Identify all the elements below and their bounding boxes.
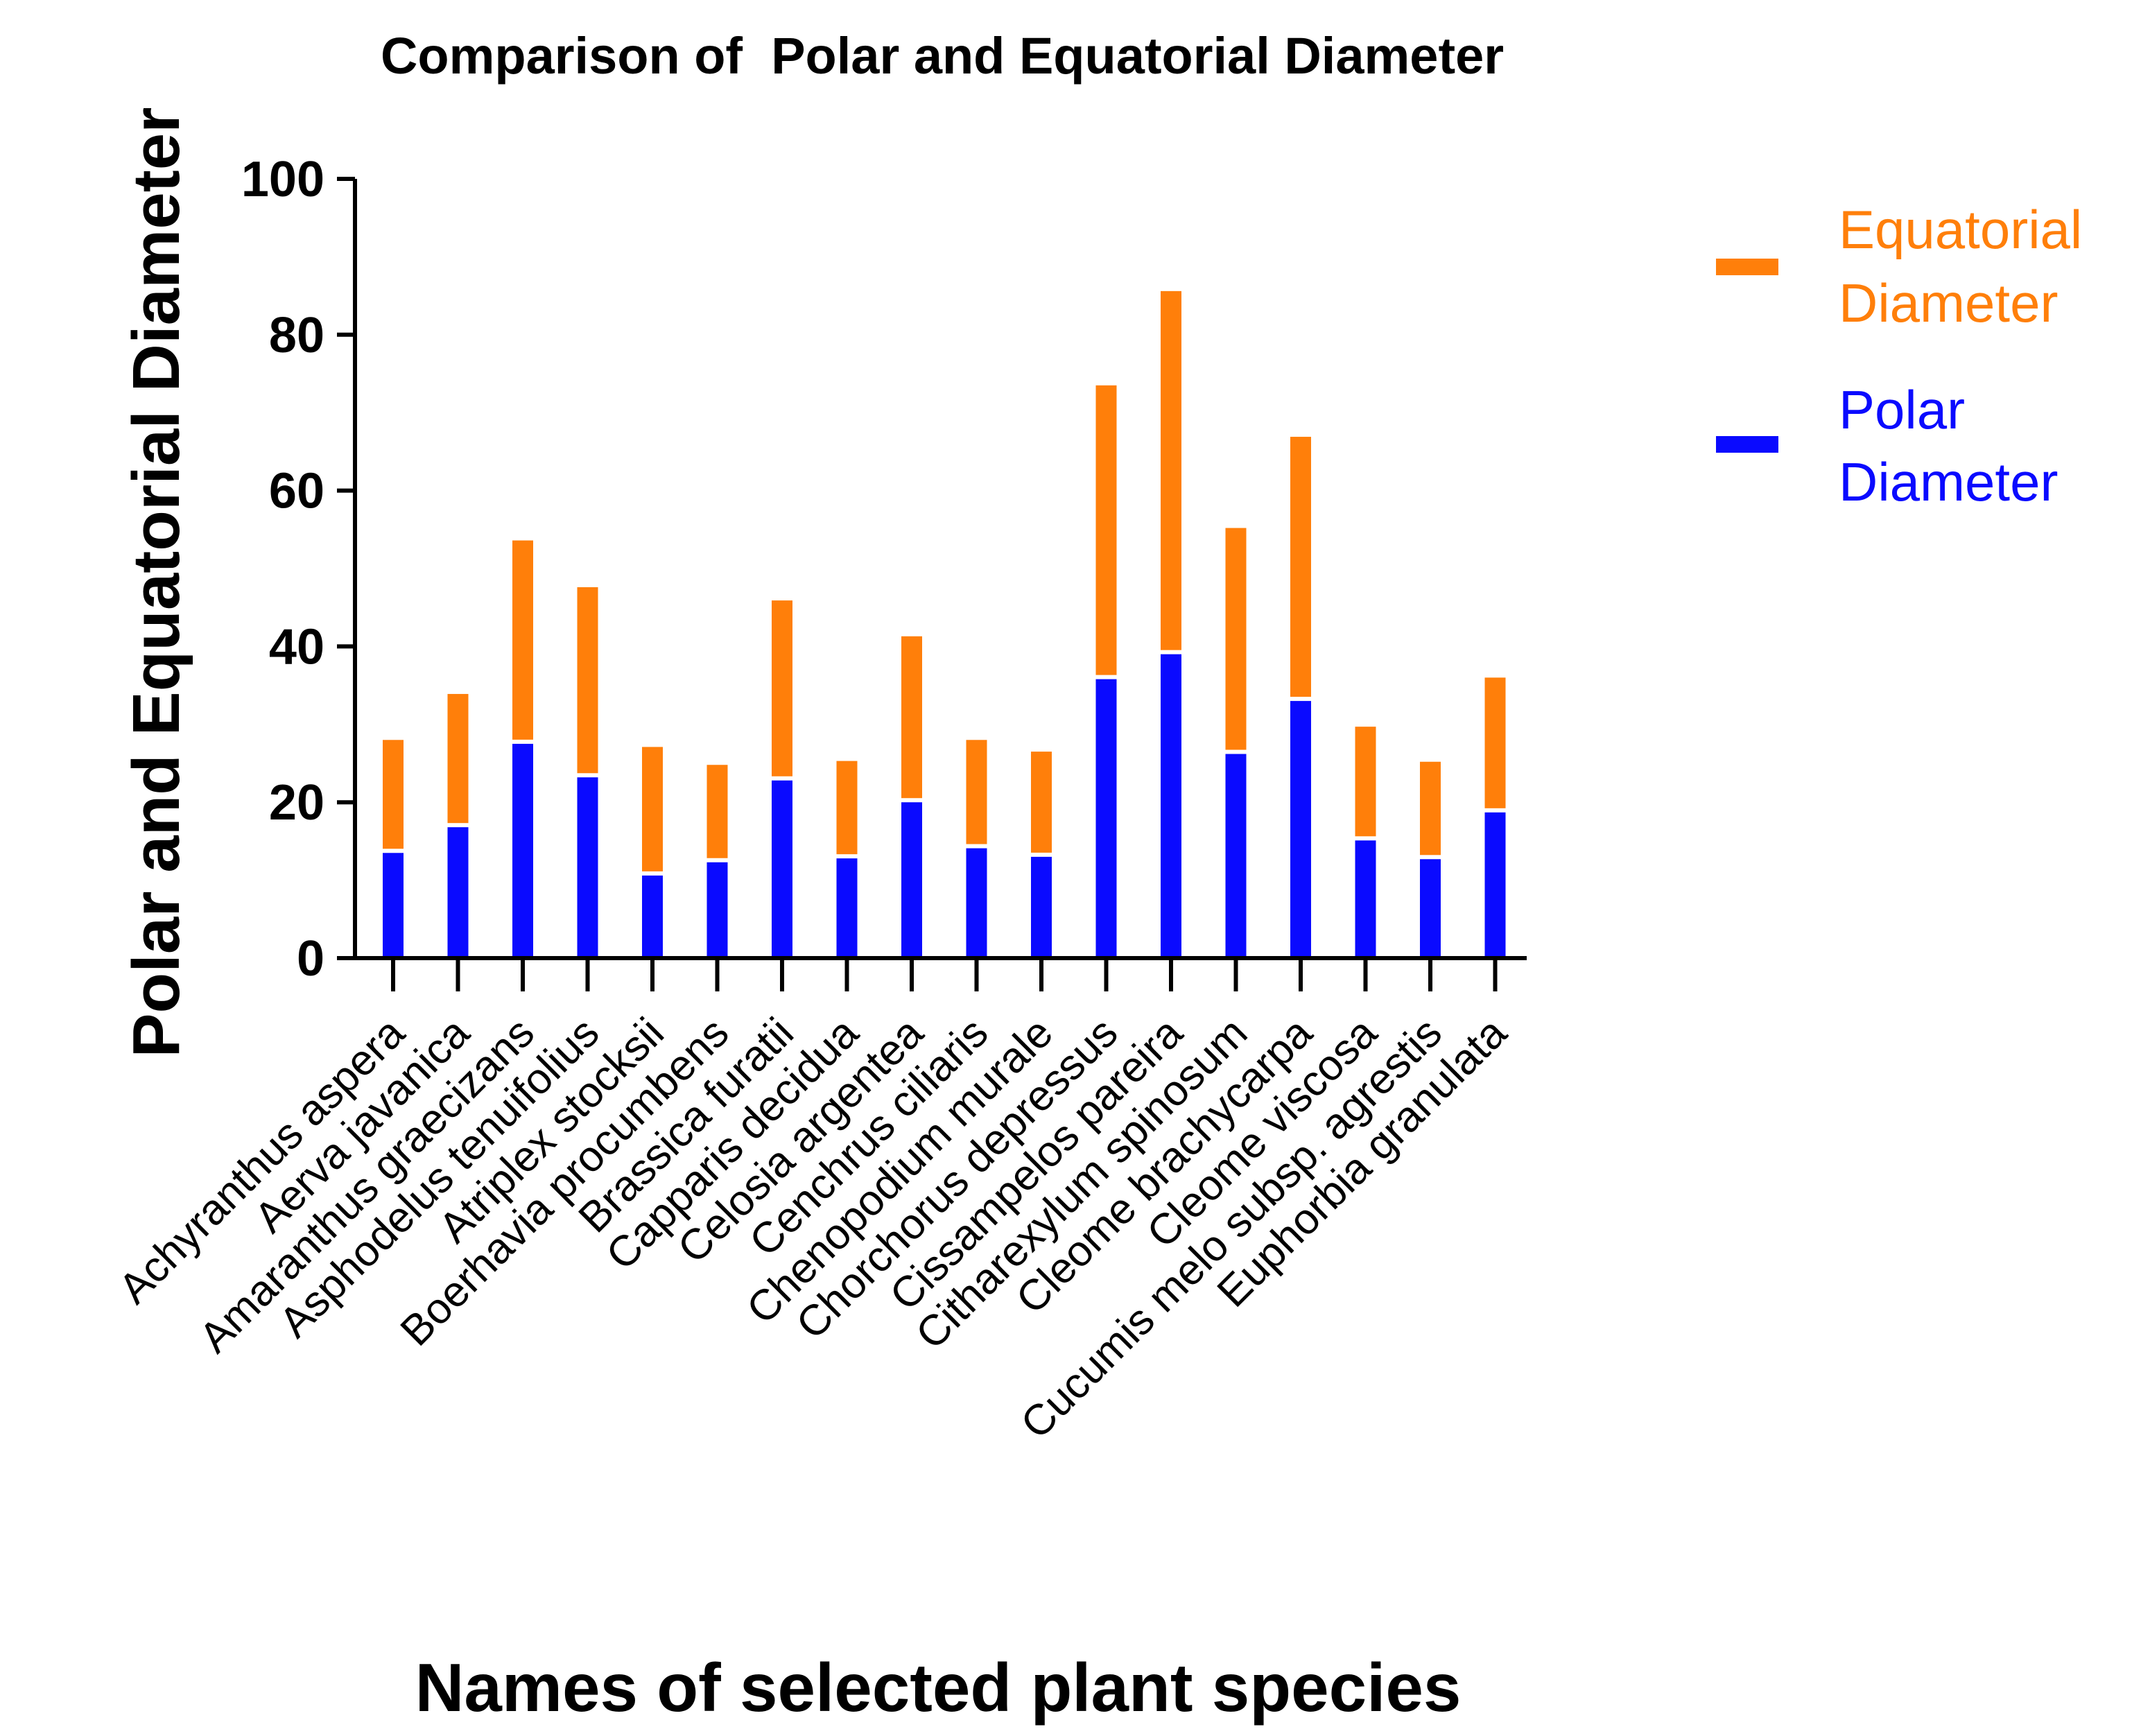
- bar-polar-diameter: [772, 780, 792, 958]
- y-tick-label: 0: [297, 931, 324, 987]
- bar-equatorial-diameter: [1420, 761, 1441, 856]
- bar-equatorial-diameter: [577, 587, 598, 774]
- bar-equatorial-diameter: [901, 636, 922, 799]
- legend-label: Polar: [1839, 379, 1965, 440]
- y-tick-label: 100: [241, 152, 324, 207]
- bar-equatorial-diameter: [1484, 677, 1506, 808]
- bar-polar-diameter: [1161, 654, 1181, 958]
- legend: Equatorial Diameter Polar Diameter: [1716, 199, 2082, 512]
- bar-equatorial-diameter: [1095, 385, 1117, 675]
- legend-swatch: [1716, 436, 1778, 453]
- bar-equatorial-diameter: [707, 765, 728, 858]
- bar-equatorial-diameter: [1355, 727, 1376, 837]
- legend-label: Diameter: [1839, 272, 2058, 333]
- y-tick-label: 80: [269, 308, 324, 363]
- bars-layer: [383, 290, 1506, 958]
- bar-polar-diameter: [447, 827, 469, 958]
- bar-polar-diameter: [1290, 701, 1311, 958]
- legend-swatch: [1716, 259, 1778, 275]
- bar-polar-diameter: [1225, 754, 1247, 958]
- bar-polar-diameter: [512, 743, 533, 958]
- bar-equatorial-diameter: [383, 740, 404, 849]
- legend-label: Diameter: [1839, 451, 2058, 512]
- bar-polar-diameter: [642, 875, 663, 958]
- y-tick-label: 40: [269, 619, 324, 675]
- y-tick-label: 20: [269, 775, 324, 831]
- bar-equatorial-diameter: [1225, 528, 1247, 750]
- y-tick-label: 60: [269, 464, 324, 519]
- bar-equatorial-diameter: [1290, 437, 1311, 697]
- chart-title: Comparison of Polar and Equatorial Diame…: [381, 27, 1504, 85]
- bar-polar-diameter: [1420, 859, 1441, 958]
- bar-polar-diameter: [1031, 856, 1052, 958]
- bar-equatorial-diameter: [512, 540, 533, 740]
- bar-polar-diameter: [383, 853, 404, 958]
- bar-equatorial-diameter: [447, 693, 469, 824]
- bar-equatorial-diameter: [836, 761, 858, 855]
- bar-equatorial-diameter: [772, 600, 792, 776]
- bar-polar-diameter: [577, 777, 598, 958]
- bar-polar-diameter: [707, 862, 728, 958]
- x-axis-title: Names of selected plant species: [415, 1649, 1462, 1726]
- bar-equatorial-diameter: [1161, 290, 1181, 650]
- legend-label: Equatorial: [1839, 199, 2082, 260]
- bar-equatorial-diameter: [642, 747, 663, 871]
- bar-equatorial-diameter: [966, 740, 987, 844]
- bar-polar-diameter: [1484, 812, 1506, 958]
- bar-polar-diameter: [966, 848, 987, 958]
- bar-polar-diameter: [1095, 679, 1117, 958]
- y-axis-title: Polar and Equatorial Diameter: [119, 107, 193, 1057]
- bar-polar-diameter: [901, 802, 922, 958]
- bar-polar-diameter: [836, 858, 858, 958]
- bar-polar-diameter: [1355, 840, 1376, 958]
- bar-equatorial-diameter: [1031, 752, 1052, 853]
